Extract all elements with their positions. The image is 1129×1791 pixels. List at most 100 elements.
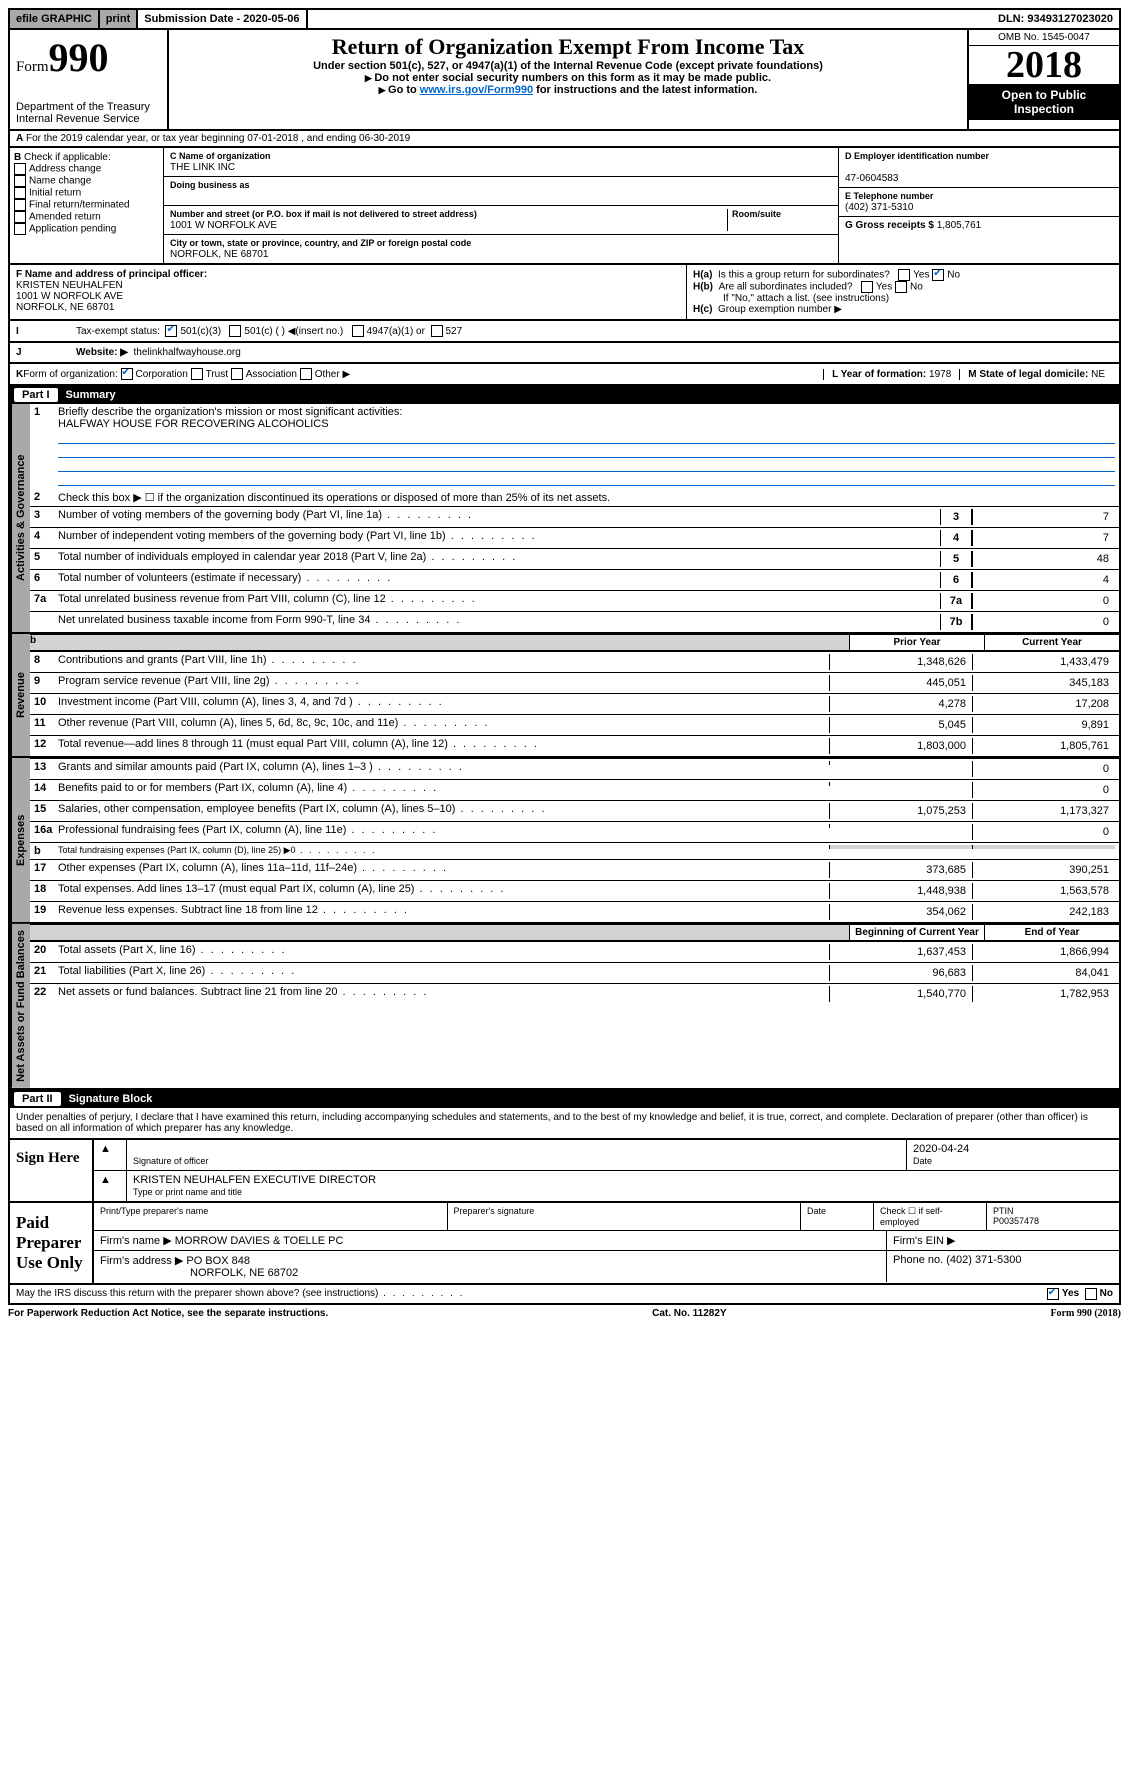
year-formation: 1978 bbox=[929, 369, 951, 380]
lbl-ptin: PTIN bbox=[993, 1206, 1014, 1216]
org-address: 1001 W NORFOLK AVE bbox=[170, 220, 277, 231]
paid-preparer-block: Paid Preparer Use Only Print/Type prepar… bbox=[8, 1203, 1121, 1285]
efile-button[interactable]: efile GRAPHIC bbox=[10, 10, 100, 28]
dln: DLN: 93493127023020 bbox=[992, 10, 1119, 28]
summary-line-7b: Net unrelated business taxable income fr… bbox=[30, 611, 1119, 632]
summary-line-6: 6Total number of volunteers (estimate if… bbox=[30, 569, 1119, 590]
line-8: 8Contributions and grants (Part VIII, li… bbox=[30, 651, 1119, 672]
tax-year: 2018 bbox=[969, 46, 1119, 84]
foot-right: Form 990 (2018) bbox=[1050, 1308, 1121, 1319]
officer-addr2: NORFOLK, NE 68701 bbox=[16, 302, 114, 313]
footer: For Paperwork Reduction Act Notice, see … bbox=[8, 1305, 1121, 1322]
officer-group-block: F Name and address of principal officer:… bbox=[8, 265, 1121, 321]
chk-4947[interactable] bbox=[352, 325, 364, 337]
website-row: J Website: ▶ thelinkhalfwayhouse.org bbox=[8, 343, 1121, 364]
form-word: Form bbox=[16, 59, 49, 75]
section-governance: Activities & Governance 1Briefly describ… bbox=[8, 404, 1121, 634]
chk-name-change[interactable]: Name change bbox=[29, 176, 91, 187]
lbl-website: Website: ▶ bbox=[76, 347, 128, 358]
chk-app-pending[interactable]: Application pending bbox=[29, 224, 116, 235]
chk-discuss-no[interactable] bbox=[1085, 1288, 1097, 1300]
lbl-ein: D Employer identification number bbox=[845, 151, 989, 161]
ptin: P00357478 bbox=[993, 1216, 1039, 1226]
top-toolbar: efile GRAPHIC print Submission Date - 20… bbox=[8, 8, 1121, 30]
chk-527[interactable] bbox=[431, 325, 443, 337]
chk-assoc[interactable] bbox=[231, 368, 243, 380]
firm-phone: (402) 371-5300 bbox=[946, 1254, 1021, 1266]
chk-initial-return[interactable]: Initial return bbox=[29, 188, 81, 199]
col-end-year: End of Year bbox=[984, 924, 1119, 941]
line-13: 13Grants and similar amounts paid (Part … bbox=[30, 758, 1119, 779]
chk-corp[interactable] bbox=[121, 368, 133, 380]
line-16a: 16aProfessional fundraising fees (Part I… bbox=[30, 821, 1119, 842]
officer-print-name: KRISTEN NEUHALFEN EXECUTIVE DIRECTOR bbox=[133, 1174, 376, 1186]
discuss-row: May the IRS discuss this return with the… bbox=[8, 1285, 1121, 1305]
declaration-text: Under penalties of perjury, I declare th… bbox=[8, 1108, 1121, 1140]
sign-here-block: Sign Here ▲ Signature of officer 2020-04… bbox=[8, 1140, 1121, 1203]
row-a-tax-year: A For the 2019 calendar year, or tax yea… bbox=[8, 131, 1121, 148]
dept-treasury: Department of the Treasury bbox=[16, 101, 161, 113]
line-11: 11Other revenue (Part VIII, column (A), … bbox=[30, 714, 1119, 735]
chk-501c3[interactable] bbox=[165, 325, 177, 337]
box-b-header: Check if applicable: bbox=[24, 152, 111, 163]
lbl-address: Number and street (or P.O. box if mail i… bbox=[170, 209, 477, 219]
lbl-city: City or town, state or province, country… bbox=[170, 238, 471, 248]
lbl-firm-addr: Firm's address ▶ bbox=[100, 1255, 183, 1267]
form-of-org-row: K Form of organization: Corporation Trus… bbox=[8, 364, 1121, 386]
col-prior-year: Prior Year bbox=[849, 634, 984, 651]
summary-line-7a: 7aTotal unrelated business revenue from … bbox=[30, 590, 1119, 611]
h-b-note: If "No," attach a list. (see instruction… bbox=[693, 293, 1113, 304]
lbl-form-org: Form of organization: bbox=[23, 369, 118, 380]
chk-trust[interactable] bbox=[191, 368, 203, 380]
chk-other[interactable] bbox=[300, 368, 312, 380]
vtab-net-assets: Net Assets or Fund Balances bbox=[10, 924, 30, 1088]
lbl-org-name: C Name of organization bbox=[170, 151, 271, 161]
vtab-governance: Activities & Governance bbox=[10, 404, 30, 632]
lbl-tax-status: Tax-exempt status: bbox=[76, 326, 160, 337]
chk-discuss-yes[interactable] bbox=[1047, 1288, 1059, 1300]
foot-left: For Paperwork Reduction Act Notice, see … bbox=[8, 1308, 328, 1319]
instructions-link[interactable]: www.irs.gov/Form990 bbox=[420, 84, 533, 96]
chk-501c[interactable] bbox=[229, 325, 241, 337]
lbl-preparer-name: Print/Type preparer's name bbox=[94, 1203, 448, 1230]
lbl-firm-phone: Phone no. bbox=[893, 1254, 943, 1266]
summary-line-4: 4Number of independent voting members of… bbox=[30, 527, 1119, 548]
lbl-print-name: Type or print name and title bbox=[133, 1187, 242, 1197]
lbl-sig-date: Date bbox=[913, 1156, 932, 1166]
chk-final-return[interactable]: Final return/terminated bbox=[29, 200, 130, 211]
lbl-firm-name: Firm's name ▶ bbox=[100, 1235, 172, 1247]
print-button[interactable]: print bbox=[100, 10, 138, 28]
lbl-firm-ein: Firm's EIN ▶ bbox=[893, 1235, 956, 1247]
line-b: bTotal fundraising expenses (Part IX, co… bbox=[30, 842, 1119, 859]
lbl-preparer-sig: Preparer's signature bbox=[448, 1203, 802, 1230]
line-21: 21Total liabilities (Part X, line 26)96,… bbox=[30, 962, 1119, 983]
chk-address-change[interactable]: Address change bbox=[29, 164, 101, 175]
open-public-badge: Open to Public Inspection bbox=[969, 84, 1119, 120]
lbl-self-employed: Check ☐ if self-employed bbox=[874, 1203, 987, 1230]
firm-addr1: PO BOX 848 bbox=[186, 1255, 250, 1267]
col-begin-year: Beginning of Current Year bbox=[849, 924, 984, 941]
phone: (402) 371-5310 bbox=[845, 202, 913, 213]
section-net-assets: Net Assets or Fund Balances Beginning of… bbox=[8, 924, 1121, 1090]
line2-text: Check this box ▶ ☐ if the organization d… bbox=[58, 491, 1115, 504]
line-20: 20Total assets (Part X, line 16)1,637,45… bbox=[30, 941, 1119, 962]
chk-amended[interactable]: Amended return bbox=[29, 212, 101, 223]
lbl-phone: E Telephone number bbox=[845, 191, 933, 201]
line-10: 10Investment income (Part VIII, column (… bbox=[30, 693, 1119, 714]
h-a-text: Is this a group return for subordinates? bbox=[718, 270, 890, 281]
subtitle-2: Do not enter social security numbers on … bbox=[175, 72, 961, 84]
discuss-text: May the IRS discuss this return with the… bbox=[16, 1288, 464, 1300]
officer-name: KRISTEN NEUHALFEN bbox=[16, 280, 123, 291]
form-number: 990 bbox=[49, 35, 109, 80]
org-city: NORFOLK, NE 68701 bbox=[170, 249, 268, 260]
line-17: 17Other expenses (Part IX, column (A), l… bbox=[30, 859, 1119, 880]
irs-label: Internal Revenue Service bbox=[16, 113, 161, 125]
line1-mission: HALFWAY HOUSE FOR RECOVERING ALCOHOLICS bbox=[58, 418, 329, 430]
officer-addr1: 1001 W NORFOLK AVE bbox=[16, 291, 123, 302]
summary-line-5: 5Total number of individuals employed in… bbox=[30, 548, 1119, 569]
summary-line-3: 3Number of voting members of the governi… bbox=[30, 506, 1119, 527]
line-22: 22Net assets or fund balances. Subtract … bbox=[30, 983, 1119, 1004]
lbl-dba: Doing business as bbox=[170, 180, 250, 190]
line-14: 14Benefits paid to or for members (Part … bbox=[30, 779, 1119, 800]
submission-date: Submission Date - 2020-05-06 bbox=[138, 10, 307, 28]
